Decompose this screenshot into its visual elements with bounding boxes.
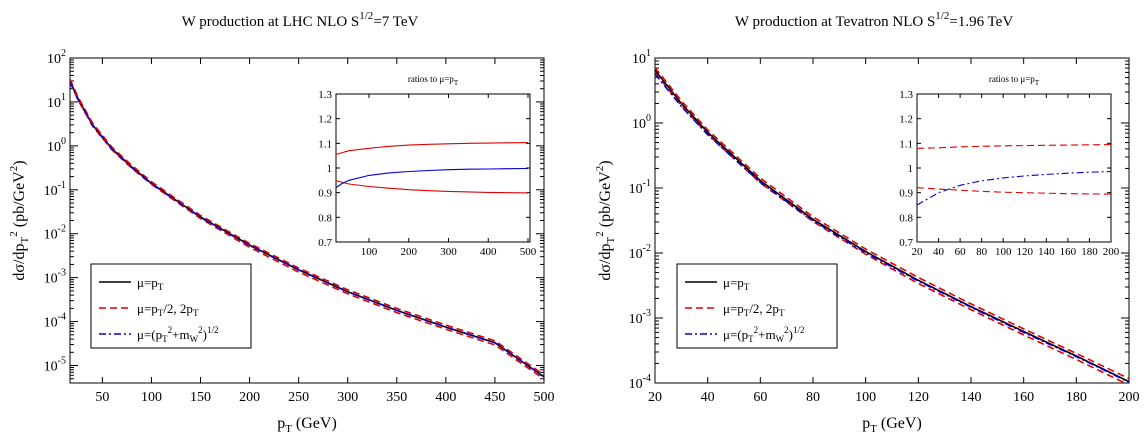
- inset-y-tick-label: 0.8: [899, 212, 913, 224]
- y-tick-label: 101: [632, 48, 651, 67]
- inset-frame: [916, 93, 1112, 243]
- plot-frame: [654, 57, 1130, 384]
- x-tick-label: 300: [337, 390, 358, 405]
- y-tick-label: 10-1: [629, 178, 651, 197]
- x-axis-label: pT (GeV): [277, 415, 337, 432]
- inset-y-tick-label: 1.1: [318, 138, 332, 150]
- x-tick-label: 150: [190, 390, 211, 405]
- x-tick-label: 100: [141, 390, 162, 405]
- y-axis-label: dσ/dpT2 (pb/GeV2): [8, 160, 31, 280]
- x-tick-label: 200: [239, 390, 260, 405]
- y-tick-label: 101: [47, 92, 66, 111]
- inset: ratios to μ=pT 20 40 60 80 100 120 140 160 180 200…: [899, 74, 1120, 258]
- inset-x-tick-label: 160: [1060, 246, 1077, 258]
- inset-y-tick-label: 1: [327, 163, 333, 175]
- legend-label-1: μ=pT: [137, 275, 164, 292]
- chart-title: W production at Tevatron NLO S1/2=1.96 T…: [735, 10, 1013, 30]
- legend-label-3: μ=(pT2+mW2)1/2: [723, 325, 804, 344]
- inset-y-tick-label: 0.8: [318, 212, 332, 224]
- y-tick-label: 10-3: [44, 268, 66, 287]
- inset-series-line-3: [917, 170, 1111, 206]
- series-line-1: [655, 69, 1129, 383]
- inset-y-tick-label: 1.2: [318, 114, 332, 126]
- inset-x-tick-label: 400: [480, 246, 497, 258]
- legend: μ=pT μ=pT/2, 2pT μ=(pT2+mW2)1/2: [90, 263, 252, 349]
- series-line-3: [70, 81, 544, 380]
- y-tick-label: 10-1: [44, 180, 66, 199]
- y-tick-label: 10-4: [629, 373, 651, 392]
- series-line-2: [70, 78, 544, 376]
- x-tick-label: 450: [484, 390, 505, 405]
- x-tick-label: 350: [386, 390, 407, 405]
- x-tick-label: 400: [435, 390, 456, 405]
- x-tick-label: 250: [288, 390, 309, 405]
- inset-x-tick-label: 500: [520, 246, 537, 258]
- x-tick-label: 50: [95, 390, 109, 405]
- inset-series-line-1: [336, 142, 529, 155]
- inset-x-tick-label: 200: [401, 246, 418, 258]
- y-tick-label: 10-5: [44, 356, 66, 375]
- y-tick-label: 10-3: [629, 308, 651, 327]
- x-tick-label: 160: [1013, 390, 1034, 405]
- inset-title: ratios to μ=pT: [989, 74, 1040, 87]
- inset-x-tick-label: 40: [933, 246, 945, 258]
- legend-label-3: μ=(pT2+mW2)1/2: [137, 325, 218, 344]
- y-tick-label: 102: [47, 48, 66, 67]
- x-tick-label: 200: [1119, 390, 1140, 405]
- x-tick-label: 40: [701, 390, 715, 405]
- y-tick-label: 10-2: [44, 224, 66, 243]
- chart-1: W production at LHC NLO S1/2=7 TeV 50 100 1…: [8, 10, 555, 432]
- inset-x-tick-label: 300: [440, 246, 457, 258]
- inset-y-tick-label: 0.7: [899, 237, 913, 249]
- legend: μ=pT μ=pT/2, 2pT μ=(pT2+mW2)1/2: [676, 263, 838, 349]
- inset-series-line-3: [336, 167, 529, 189]
- y-tick-label: 10-2: [629, 243, 651, 262]
- inset-x-tick-label: 100: [361, 246, 378, 258]
- inset-x-tick-label: 20: [912, 246, 924, 258]
- x-tick-label: 100: [855, 390, 876, 405]
- inset-x-tick-label: 140: [1038, 246, 1055, 258]
- inset-y-tick-label: 1.3: [899, 89, 913, 101]
- inset-x-tick-label: 180: [1081, 246, 1098, 258]
- series-line-2: [655, 67, 1129, 380]
- inset-series-line-2: [336, 180, 529, 194]
- chart-2: W production at Tevatron NLO S1/2=1.96 T…: [594, 10, 1140, 432]
- inset-y-tick-label: 0.9: [899, 188, 913, 200]
- x-tick-label: 140: [961, 390, 982, 405]
- inset-y-tick-label: 0.7: [318, 237, 332, 249]
- x-axis-label: pT (GeV): [862, 415, 922, 432]
- chart-title: W production at LHC NLO S1/2=7 TeV: [182, 10, 419, 30]
- y-tick-label: 100: [47, 136, 66, 155]
- inset-x-tick-label: 120: [1017, 246, 1034, 258]
- series-line-3: [655, 71, 1127, 383]
- inset: ratios to μ=pT 100 200 300 400 500 0.7 0.8 0.9 1 1…: [318, 74, 537, 258]
- legend-label-2: μ=pT/2, 2pT: [137, 301, 199, 318]
- inset-y-tick-label: 1.3: [318, 89, 332, 101]
- x-tick-label: 80: [806, 390, 820, 405]
- inset-x-tick-label: 80: [976, 246, 988, 258]
- inset-y-tick-label: 1.1: [899, 138, 913, 150]
- legend-label-2: μ=pT/2, 2pT: [723, 301, 785, 318]
- inset-x-tick-label: 200: [1103, 246, 1120, 258]
- y-tick-label: 100: [632, 113, 651, 132]
- inset-y-tick-label: 0.9: [318, 188, 332, 200]
- inset-y-tick-label: 1.2: [899, 114, 913, 126]
- x-tick-label: 500: [534, 390, 555, 405]
- legend-label-1: μ=pT: [723, 275, 750, 292]
- inset-title: ratios to μ=pT: [408, 74, 459, 87]
- inset-x-tick-label: 100: [995, 246, 1012, 258]
- x-tick-label: 180: [1066, 390, 1087, 405]
- inset-frame: [335, 93, 531, 243]
- y-tick-label: 10-4: [44, 312, 66, 331]
- series-line-4: [70, 81, 544, 378]
- x-tick-label: 120: [908, 390, 929, 405]
- x-tick-label: 60: [753, 390, 767, 405]
- inset-x-tick-label: 60: [955, 246, 967, 258]
- x-tick-label: 20: [648, 390, 662, 405]
- inset-y-tick-label: 1: [908, 163, 914, 175]
- y-axis-label: dσ/dpT2 (pb/GeV2): [594, 160, 617, 280]
